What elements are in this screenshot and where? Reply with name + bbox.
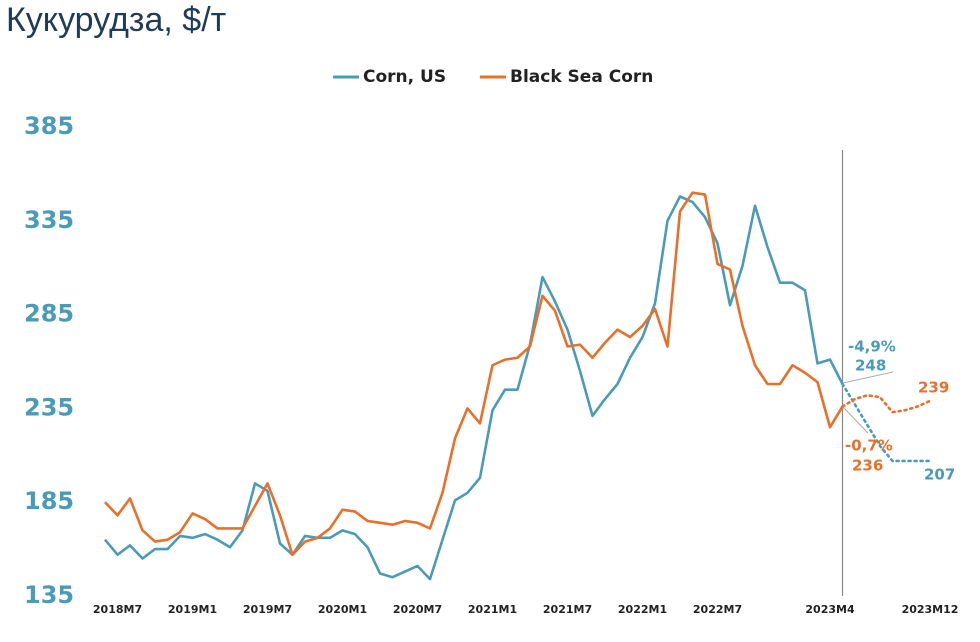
x-tick-label: 2022M7	[693, 603, 742, 616]
y-tick-label: 135	[24, 581, 74, 609]
x-tick-label: 2023M12	[902, 603, 959, 616]
y-tick-label: 285	[24, 300, 74, 328]
x-tick-label: 2022M1	[618, 603, 667, 616]
x-tick-label: 2021M7	[543, 603, 592, 616]
forecast-line	[841, 382, 932, 463]
forecast-line	[841, 393, 932, 414]
x-tick-label: 2020M1	[318, 603, 367, 616]
annotation: -0,7%	[845, 437, 893, 455]
annotation: -4,9%	[848, 338, 896, 356]
annotation: 236	[852, 457, 883, 475]
x-tick-label: 2021M1	[468, 603, 517, 616]
legend-label: Black Sea Corn	[510, 67, 653, 87]
x-tick-label: 2023M4	[805, 603, 855, 616]
chart-title: Кукурудза, $/т	[6, 1, 226, 39]
annotation: 207	[924, 466, 955, 484]
y-tick-label: 185	[24, 487, 74, 515]
y-tick-label: 385	[24, 112, 74, 140]
series-line	[104, 195, 844, 581]
callout-line	[842, 371, 894, 384]
annotation: 239	[918, 379, 949, 397]
legend-label: Corn, US	[363, 67, 446, 87]
series-line	[104, 191, 844, 557]
x-tick-label: 2019M7	[243, 603, 292, 616]
x-tick-label: 2019M1	[168, 603, 217, 616]
y-tick-label: 235	[24, 393, 74, 421]
x-tick-label: 2018M7	[93, 603, 142, 616]
annotation: 248	[855, 357, 886, 375]
y-tick-label: 335	[24, 206, 74, 234]
callout-line	[842, 406, 869, 434]
x-tick-label: 2020M7	[393, 603, 442, 616]
